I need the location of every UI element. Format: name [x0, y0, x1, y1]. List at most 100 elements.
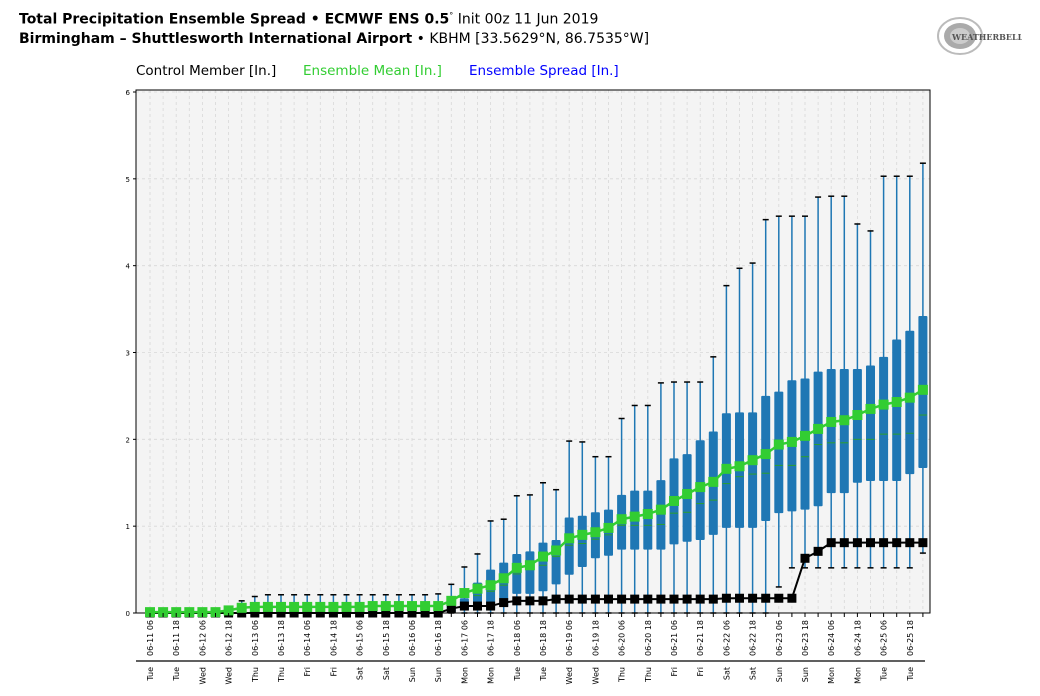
- mean-point: [538, 551, 548, 562]
- control-point: [551, 594, 561, 604]
- title-init: Init 00z 11 Jun 2019: [453, 11, 599, 28]
- spread-box: [525, 551, 535, 594]
- x-day-label: Sat: [722, 667, 731, 680]
- x-day-label: Fri: [303, 667, 312, 677]
- mean-point: [629, 511, 640, 522]
- mean-point: [184, 607, 195, 618]
- x-tick-label: 06-16 18: [434, 620, 443, 656]
- mean-point: [328, 601, 339, 612]
- mean-point: [826, 416, 837, 427]
- spread-box: [800, 378, 810, 510]
- legend-mean: Ensemble Mean [In.]: [303, 63, 442, 79]
- x-day-label: Fri: [670, 667, 679, 677]
- mean-point: [695, 482, 706, 493]
- control-point: [708, 594, 718, 604]
- control-point: [643, 594, 653, 604]
- mean-point: [551, 545, 562, 556]
- x-day-label: Mon: [487, 667, 496, 684]
- mean-point: [249, 601, 260, 612]
- x-day-label: Sat: [749, 667, 758, 680]
- mean-point: [734, 461, 745, 472]
- spread-box: [577, 515, 587, 567]
- x-day-label: Sat: [382, 667, 391, 680]
- x-day-label: Mon: [460, 667, 469, 684]
- spread-box: [852, 368, 862, 483]
- title-main: Total Precipitation Ensemble Spread • EC…: [19, 11, 450, 28]
- mean-point: [498, 573, 509, 584]
- mean-point: [459, 588, 470, 599]
- mean-point: [708, 476, 719, 487]
- control-point: [590, 594, 600, 604]
- control-point: [787, 593, 797, 603]
- mean-point: [158, 607, 169, 618]
- weatherbell-logo: WEATHERBELL: [936, 14, 1022, 60]
- x-day-label: Wed: [198, 667, 207, 684]
- mean-point: [813, 423, 824, 434]
- x-day-label: Thu: [277, 667, 286, 683]
- spread-box: [892, 339, 902, 482]
- title-degree: °: [449, 11, 454, 20]
- spread-box: [643, 490, 653, 550]
- mean-point: [420, 601, 431, 612]
- x-tick-label: 06-24 06: [827, 620, 836, 656]
- x-day-label: Tue: [172, 667, 181, 682]
- control-point: [669, 594, 679, 604]
- control-point: [459, 601, 469, 611]
- mean-point: [354, 601, 365, 612]
- control-point: [630, 594, 640, 604]
- y-tick-label: 3: [126, 350, 130, 358]
- mean-point: [786, 436, 797, 447]
- mean-point: [616, 514, 627, 525]
- spread-box: [826, 368, 836, 494]
- x-tick-label: 06-21 18: [696, 620, 705, 656]
- mean-point: [721, 463, 732, 474]
- x-tick-label: 06-19 18: [591, 620, 600, 656]
- mean-point: [446, 595, 457, 606]
- x-tick-label: 06-23 18: [801, 620, 810, 656]
- mean-point: [642, 509, 653, 520]
- mean-point: [511, 562, 522, 573]
- x-tick-label: 06-18 06: [513, 620, 522, 656]
- x-day-label: Mon: [853, 667, 862, 684]
- mean-point: [524, 560, 535, 571]
- x-tick-label: 06-21 06: [670, 620, 679, 656]
- x-tick-label: 06-17 18: [487, 620, 496, 656]
- x-tick-label: 06-20 18: [644, 620, 653, 656]
- x-tick-label: 06-25 06: [880, 620, 889, 656]
- y-tick-label: 2: [126, 436, 130, 444]
- mean-point: [682, 489, 693, 500]
- spread-box: [879, 356, 889, 482]
- control-point: [721, 593, 731, 603]
- control-point: [866, 538, 875, 548]
- x-day-label: Sun: [434, 667, 443, 682]
- x-day-label: Sun: [408, 667, 417, 682]
- control-point: [892, 538, 902, 548]
- x-day-label: Tue: [513, 667, 522, 682]
- logo-swirl-icon: WEATHERBELL: [937, 17, 1022, 55]
- mean-point: [577, 529, 588, 540]
- x-tick-label: 06-20 06: [618, 620, 627, 656]
- mean-point: [393, 601, 404, 612]
- mean-point: [262, 601, 273, 612]
- x-day-label: Sat: [356, 667, 365, 680]
- mean-point: [171, 607, 182, 618]
- mean-point: [760, 449, 771, 460]
- x-tick-label: 06-15 06: [356, 620, 365, 656]
- mean-point: [472, 583, 483, 594]
- x-day-label: Fri: [696, 667, 705, 677]
- x-tick-label: 06-14 06: [303, 620, 312, 656]
- control-point: [748, 593, 758, 603]
- x-tick-label: 06-16 06: [408, 620, 417, 656]
- control-point: [813, 546, 823, 556]
- mean-point: [302, 601, 313, 612]
- control-point: [564, 594, 574, 604]
- mean-point: [839, 415, 850, 426]
- x-day-label: Fri: [329, 667, 338, 677]
- x-tick-label: 06-18 18: [539, 620, 548, 656]
- mean-point: [852, 410, 863, 421]
- control-point: [774, 593, 784, 603]
- chart-title: Total Precipitation Ensemble Spread • EC…: [19, 11, 598, 28]
- control-point: [735, 593, 744, 603]
- subtitle-coords: • KBHM [33.5629°N, 86.7535°W]: [412, 31, 650, 47]
- y-tick-label: 0: [126, 610, 130, 618]
